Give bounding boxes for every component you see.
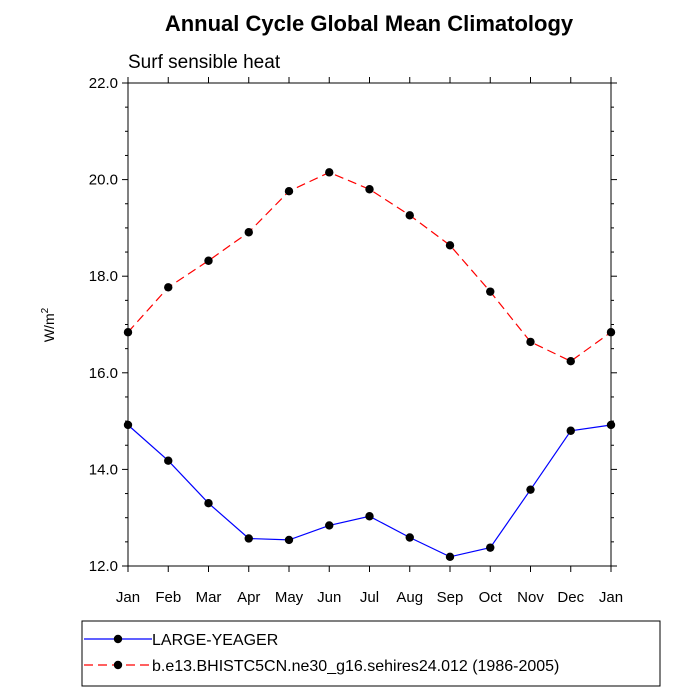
- series-1-point: [365, 512, 374, 521]
- legend: LARGE-YEAGER b.e13.BHISTC5CN.ne30_g16.seh…: [84, 632, 559, 675]
- series-line-2: [127, 171, 612, 362]
- series-1-point: [566, 426, 575, 435]
- series-2-point: [123, 328, 133, 337]
- legend-marker-1: [113, 634, 123, 644]
- y-ticks: 12.0 14.0 16.0 18.0 20.0 22.0: [89, 75, 617, 575]
- series-1-point: [405, 533, 414, 542]
- series-2-point: [244, 228, 253, 237]
- series-1-point: [284, 535, 294, 545]
- x-tick-label: Dec: [557, 589, 584, 606]
- x-tick-label: Jun: [317, 589, 341, 606]
- x-ticks: Jan Feb Mar Apr May Jun Jul Aug Sep Oct Nov Dec Jan: [116, 77, 623, 606]
- y-tick-label: 16.0: [89, 365, 118, 382]
- x-tick-label: Feb: [155, 589, 181, 606]
- series-2-point: [486, 287, 495, 296]
- plot-frame: [127, 82, 612, 567]
- legend-label-1: LARGE-YEAGER: [152, 632, 278, 649]
- x-tick-label: Oct: [479, 589, 503, 606]
- x-tick-label: Aug: [396, 589, 423, 606]
- series-1-point: [204, 499, 213, 508]
- series-1-point: [123, 420, 133, 430]
- series-1-point: [244, 534, 253, 543]
- series-2-point: [284, 186, 294, 196]
- chart-subtitle: Surf sensible heat: [128, 52, 281, 73]
- series-1-point: [606, 420, 616, 430]
- series-1-point: [445, 552, 455, 562]
- y-tick-label: 14.0: [89, 461, 118, 478]
- series-2-point: [365, 185, 374, 194]
- series-2-point: [164, 283, 173, 292]
- y-axis-label-superscript: 2: [40, 307, 51, 313]
- legend-box: [81, 620, 661, 687]
- series-2-point: [405, 211, 414, 220]
- series-2-point: [566, 357, 575, 366]
- y-tick-label: 22.0: [89, 75, 118, 92]
- series-1-point: [164, 456, 173, 465]
- series-2-point: [204, 256, 213, 265]
- series-2-point: [606, 328, 616, 337]
- series-2-point: [526, 337, 535, 347]
- x-tick-label: Jan: [599, 589, 623, 606]
- x-tick-label: Apr: [237, 589, 260, 606]
- x-tick-label: May: [275, 589, 304, 606]
- legend-label-2: b.e13.BHISTC5CN.ne30_g16.sehires24.012 (…: [152, 658, 559, 675]
- y-tick-label: 18.0: [89, 268, 118, 285]
- x-tick-label: Sep: [437, 589, 464, 606]
- series-layer: [123, 168, 616, 562]
- y-tick-label: 20.0: [89, 172, 118, 189]
- y-axis-label-text: W/m: [41, 313, 57, 342]
- y-tick-label: 12.0: [89, 558, 118, 575]
- series-2-point: [445, 241, 455, 250]
- series-2-point: [325, 168, 334, 177]
- x-tick-label: Nov: [517, 589, 544, 606]
- legend-marker-2: [113, 660, 123, 670]
- series-1-point: [486, 543, 495, 552]
- y-axis-label: W/m2: [40, 307, 57, 342]
- chart-title: Annual Cycle Global Mean Climatology: [165, 11, 574, 36]
- x-tick-label: Jan: [116, 589, 140, 606]
- series-1-point: [526, 485, 535, 494]
- x-tick-label: Jul: [360, 589, 379, 606]
- series-1-point: [325, 521, 334, 530]
- x-tick-label: Mar: [196, 589, 222, 606]
- series-line-1: [127, 424, 612, 558]
